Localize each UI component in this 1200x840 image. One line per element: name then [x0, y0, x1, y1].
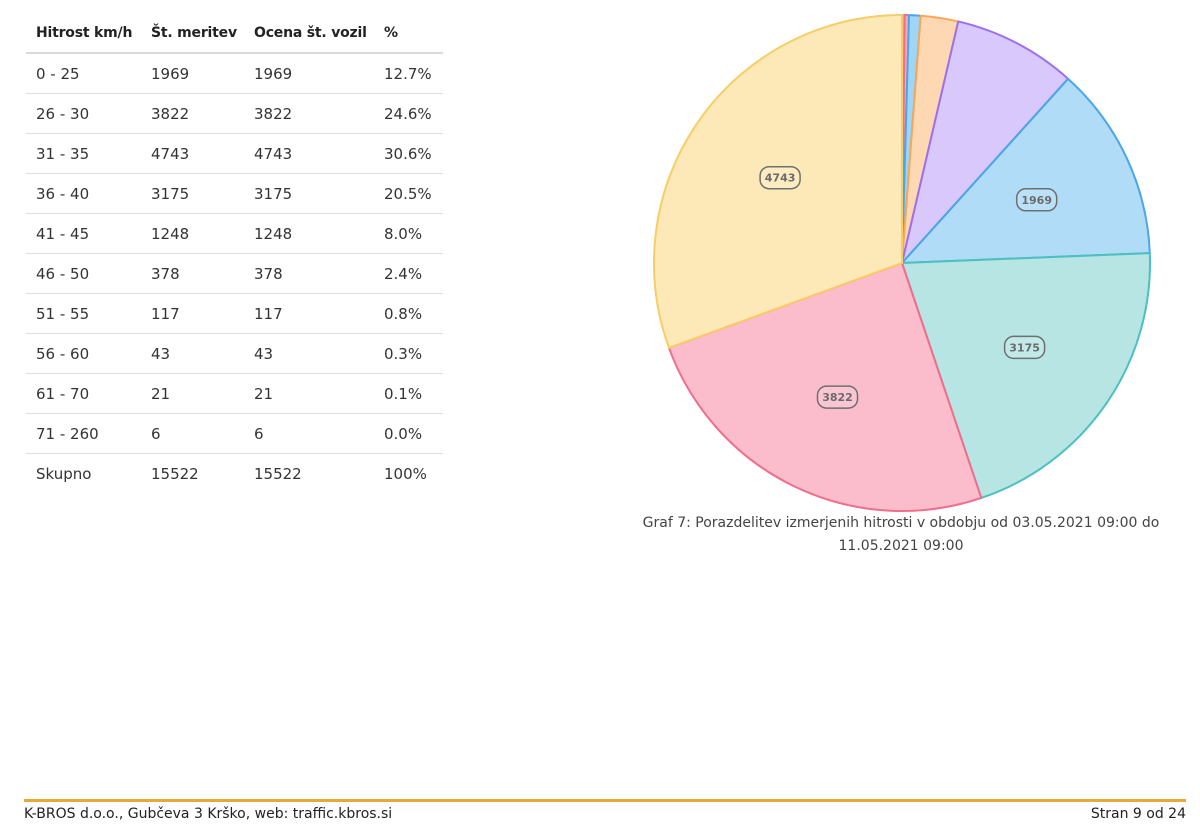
table-row: 31 - 35 4743 4743 30.6% — [26, 133, 443, 174]
cell-vehicle-estimate: 4743 — [244, 133, 374, 174]
footer-page-number: Stran 9 od 24 — [1090, 806, 1186, 822]
cell-speed: 31 - 35 — [26, 133, 141, 174]
pie-slice-31-35 — [653, 14, 903, 349]
speed-pie-chart-container: 1969 3175 3822 4743 — [640, 0, 1170, 520]
cell-speed: 71 - 260 — [26, 413, 141, 454]
table-row: 46 - 50 378 378 2.4% — [26, 253, 443, 294]
speed-pie-chart: 1969 3175 3822 4743 — [653, 13, 1151, 512]
cell-speed: 26 - 30 — [26, 93, 141, 134]
data-label-36-40: 3175 — [1009, 341, 1040, 354]
pie-slice-0-25 — [901, 77, 1151, 264]
cell-measurements: 3822 — [141, 93, 244, 134]
cell-vehicle-estimate: 1248 — [244, 213, 374, 254]
data-label-badge-31-35 — [759, 165, 801, 190]
table-row: 41 - 45 1248 1248 8.0% — [26, 213, 443, 254]
cell-total-vehicle-estimate: 15522 — [254, 464, 302, 483]
header-measurements: Št. meritev — [141, 14, 244, 54]
table-header-row: Hitrost km/h Št. meritev Ocena št. vozil… — [26, 14, 443, 54]
chart-caption: Graf 7: Porazdelitev izmerjenih hitrosti… — [642, 515, 1160, 554]
cell-percent: 12.7% — [374, 53, 443, 94]
pie-slice-41-45 — [901, 20, 1070, 264]
cell-total-measurements: 15522 — [151, 464, 199, 483]
speed-distribution-table-container: Hitrost km/h Št. meritev Ocena št. vozil… — [26, 14, 443, 493]
data-label-badge-36-40 — [1003, 335, 1046, 360]
cell-vehicle-estimate: 3175 — [244, 173, 374, 214]
table-row: 61 - 70 21 21 0.1% — [26, 373, 443, 414]
table-total-row: Skupno 15522 15522 100% — [26, 454, 443, 494]
cell-measurements: 117 — [141, 293, 244, 334]
cell-percent: 24.6% — [374, 93, 443, 134]
cell-measurements: 43 — [141, 333, 244, 374]
speed-distribution-table: Hitrost km/h Št. meritev Ocena št. vozil… — [26, 14, 443, 493]
table-row: 51 - 55 117 117 0.8% — [26, 293, 443, 334]
cell-vehicle-estimate: 6 — [244, 413, 374, 454]
cell-speed: 41 - 45 — [26, 213, 141, 254]
data-label-26-30: 3822 — [822, 391, 853, 404]
table-row: 56 - 60 43 43 0.3% — [26, 333, 443, 374]
cell-speed: 56 - 60 — [26, 333, 141, 374]
cell-percent: 30.6% — [374, 133, 443, 174]
table-row: 26 - 30 3822 3822 24.6% — [26, 93, 443, 134]
cell-speed: 0 - 25 — [26, 53, 141, 94]
cell-speed: 46 - 50 — [26, 253, 141, 294]
cell-vehicle-estimate: 378 — [244, 253, 374, 294]
header-vehicle-estimate: Ocena št. vozil — [244, 14, 374, 54]
cell-measurements: 21 — [141, 373, 244, 414]
cell-measurements: 4743 — [141, 133, 244, 174]
table-row: 71 - 260 6 6 0.0% — [26, 413, 443, 454]
data-label-badge-0-25 — [1015, 188, 1058, 212]
cell-total-percent: 100% — [384, 464, 427, 483]
data-label-0-25: 1969 — [1021, 194, 1052, 207]
cell-percent: 0.8% — [374, 293, 443, 334]
cell-percent: 0.1% — [374, 373, 443, 414]
header-percent: % — [374, 14, 443, 54]
cell-vehicle-estimate: 3822 — [244, 93, 374, 134]
cell-measurements: 3175 — [141, 173, 244, 214]
cell-measurements: 378 — [141, 253, 244, 294]
cell-percent: 20.5% — [374, 173, 443, 214]
footer-company-info: K-BROS d.o.o., Gubčeva 3 Krško, web: tra… — [24, 806, 393, 822]
table-row: 36 - 40 3175 3175 20.5% — [26, 173, 443, 214]
cell-percent: 2.4% — [374, 253, 443, 294]
cell-vehicle-estimate: 43 — [244, 333, 374, 374]
cell-total-label: Skupno — [36, 464, 92, 483]
cell-speed: 61 - 70 — [26, 373, 141, 414]
cell-percent: 0.0% — [374, 413, 443, 454]
cell-speed: 51 - 55 — [26, 293, 141, 334]
cell-measurements: 1969 — [141, 53, 244, 94]
cell-vehicle-estimate: 21 — [244, 373, 374, 414]
cell-measurements: 1248 — [141, 213, 244, 254]
table-row: 0 - 25 1969 1969 12.7% — [26, 53, 443, 94]
cell-speed: 36 - 40 — [26, 173, 141, 214]
cell-vehicle-estimate: 1969 — [244, 53, 374, 94]
data-label-31-35: 4743 — [765, 172, 796, 185]
pie-slice-26-30 — [667, 262, 983, 512]
cell-percent: 8.0% — [374, 213, 443, 254]
data-label-badge-26-30 — [816, 385, 859, 409]
footer-divider — [24, 799, 1186, 802]
cell-measurements: 6 — [141, 413, 244, 454]
header-speed: Hitrost km/h — [26, 14, 141, 54]
cell-percent: 0.3% — [374, 333, 443, 374]
pie-slice-36-40 — [901, 252, 1151, 499]
cell-vehicle-estimate: 117 — [244, 293, 374, 334]
